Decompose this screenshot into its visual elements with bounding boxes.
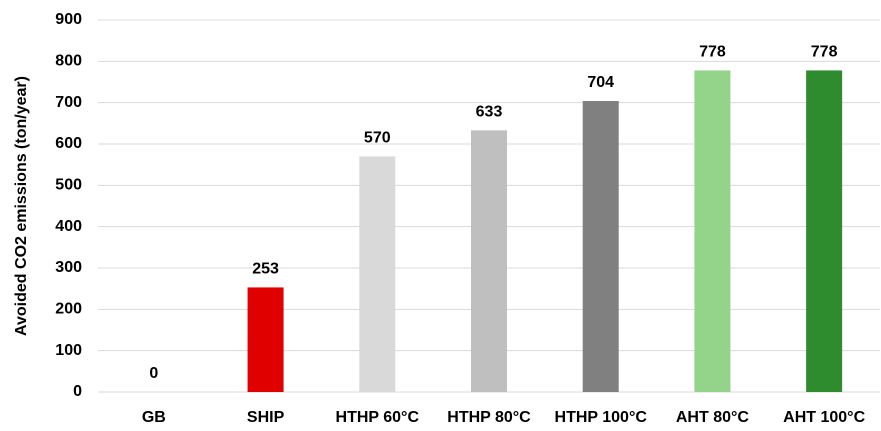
y-tick-label: 800 (55, 53, 82, 70)
data-label: 570 (364, 130, 391, 147)
data-label: 704 (587, 74, 614, 91)
y-tick-label: 0 (73, 383, 82, 400)
bar (247, 287, 284, 392)
data-label: 778 (811, 44, 838, 61)
x-tick-label: HTHP 80°C (447, 409, 531, 426)
bar (582, 101, 619, 392)
y-tick-label: 300 (55, 259, 82, 276)
data-label: 778 (699, 44, 726, 61)
bar (806, 70, 843, 392)
bar (694, 70, 731, 392)
data-label: 0 (149, 365, 158, 382)
y-tick-label: 900 (55, 11, 82, 28)
x-tick-label: SHIP (247, 409, 285, 426)
y-axis-label: Avoided CO2 emissions (ton/year) (13, 76, 30, 336)
x-tick-label: AHT 80°C (676, 409, 750, 426)
y-tick-label: 600 (55, 135, 82, 152)
y-tick-label: 500 (55, 177, 82, 194)
bar (359, 156, 396, 392)
x-tick-label: HTHP 60°C (336, 409, 420, 426)
y-tick-label: 200 (55, 301, 82, 318)
x-tick-label: HTHP 100°C (555, 409, 648, 426)
data-label: 253 (252, 261, 279, 278)
y-tick-label: 100 (55, 342, 82, 359)
x-tick-label: AHT 100°C (783, 409, 865, 426)
data-label: 633 (476, 104, 503, 121)
y-tick-label: 400 (55, 218, 82, 235)
x-tick-label: GB (142, 409, 166, 426)
bar (471, 130, 507, 393)
y-tick-label: 700 (55, 94, 82, 111)
